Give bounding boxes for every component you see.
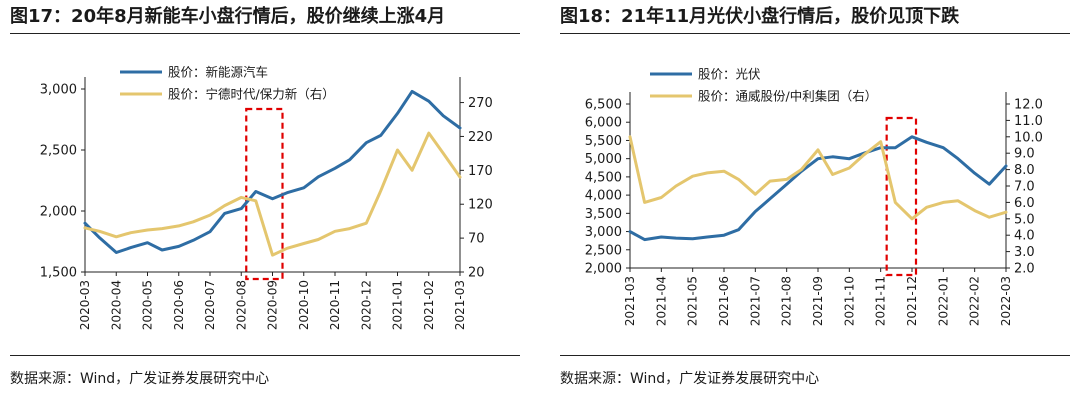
x-tick-label: 2021-06: [717, 276, 731, 326]
y-left-tick-label: 3,500: [585, 207, 622, 222]
x-tick-label: 2021-01: [391, 280, 405, 330]
x-tick-label: 2020-03: [78, 280, 92, 330]
x-tick-label: 2020-08: [234, 280, 248, 330]
x-tick-label: 2021-08: [780, 276, 794, 326]
x-tick-label: 2021-12: [905, 276, 919, 326]
chart-title: 图18：21年11月光伏小盘行情后，股价见顶下跌: [560, 6, 960, 27]
x-tick-label: 2021-07: [748, 276, 762, 326]
y-right-tick-label: 2.0: [1014, 262, 1035, 277]
title-rule: [10, 33, 520, 34]
x-tick-label: 2020-07: [203, 280, 217, 330]
y-left-tick-label: 4,000: [585, 189, 622, 204]
nev-line-chart: 1,500 2,000 2,500 3,000 20 70 120 170 220 270 2020…: [40, 65, 493, 331]
x-tick-label: 2021-10: [842, 276, 856, 326]
y-left-tick-label: 2,000: [585, 262, 622, 277]
source-rule: [560, 355, 1070, 356]
pv-line-chart: 2,000 2,500 3,000 3,500 4,000 4,500 5,000 5,500…: [585, 67, 1043, 327]
y-left-tick-label: 5,000: [585, 152, 622, 167]
y-right-tick-label: 12.0: [1014, 98, 1043, 113]
y-left-tick-label: 3,000: [40, 83, 77, 98]
source-note: 数据来源：Wind，广发证券发展研究中心: [10, 371, 270, 387]
x-tick-label: 2022-03: [999, 276, 1013, 326]
y-right-tick-label: 5.0: [1014, 212, 1035, 227]
series-line-index: [628, 135, 1008, 242]
x-tick-label: 2020-05: [141, 280, 155, 330]
y-right-tick-label: 3.0: [1014, 245, 1035, 260]
y-right-tick-label: 7.0: [1014, 180, 1035, 195]
y-left-tick-label: 3,000: [585, 225, 622, 240]
series-line-stock: [83, 131, 462, 257]
y-right-tick-label: 8.0: [1014, 163, 1035, 178]
highlight-box: [885, 116, 918, 277]
x-tick-label: 2020-09: [266, 280, 280, 330]
x-tick-label: 2022-01: [936, 276, 950, 326]
y-right-tick-label: 4.0: [1014, 229, 1035, 244]
x-tick-label: 2020-10: [297, 280, 311, 330]
x-tick-label: 2020-04: [109, 280, 123, 330]
y-left-tick-label: 2,500: [40, 144, 77, 159]
y-left-tick-label: 2,000: [40, 205, 77, 220]
x-tick-label: 2021-09: [811, 276, 825, 326]
x-tick-label: 2021-02: [422, 280, 436, 330]
x-tick-label: 2021-03: [623, 276, 637, 326]
x-tick-label: 2020-12: [359, 280, 373, 330]
y-right-tick-label: 20: [468, 266, 485, 281]
y-right-tick-label: 6.0: [1014, 196, 1035, 211]
x-tick-label: 2022-02: [968, 276, 982, 326]
y-left-tick-label: 1,500: [40, 266, 77, 281]
source-rule: [10, 355, 520, 356]
y-left-tick-label: 2,500: [585, 243, 622, 258]
x-tick-label: 2021-05: [686, 276, 700, 326]
y-right-tick-label: 170: [468, 164, 493, 179]
x-tick-label: 2020-11: [328, 280, 342, 330]
y-right-tick-label: 9.0: [1014, 147, 1035, 162]
y-left-tick-label: 6,000: [585, 116, 622, 131]
x-tick-label: 2021-04: [654, 276, 668, 326]
y-right-tick-label: 11.0: [1014, 114, 1043, 129]
y-right-tick-label: 10.0: [1014, 130, 1043, 145]
x-tick-label: 2020-06: [172, 280, 186, 330]
y-right-tick-label: 70: [468, 232, 485, 247]
source-note: 数据来源：Wind，广发证券发展研究中心: [560, 371, 820, 387]
legend-label: 股价：通威股份/中利集团（右）: [698, 89, 877, 104]
legend-label: 股价：宁德时代/保力新（右）: [168, 87, 335, 102]
y-left-tick-label: 4,500: [585, 170, 622, 185]
x-tick-label: 2021-11: [874, 276, 888, 326]
chart-title: 图17：20年8月新能车小盘行情后，股价继续上涨4月: [10, 6, 446, 27]
x-tick-label: 2021-03: [453, 280, 467, 330]
y-right-tick-label: 220: [468, 130, 493, 145]
y-left-tick-label: 6,500: [585, 98, 622, 113]
legend-label: 股价：光伏: [698, 67, 761, 82]
series-line-stock: [628, 135, 1008, 221]
series-line-index: [83, 89, 462, 254]
y-left-tick-label: 5,500: [585, 134, 622, 149]
chart-panel-pv: 图18：21年11月光伏小盘行情后，股价见顶下跌 2,000 2,500 3,000…: [560, 0, 1080, 401]
title-rule: [560, 33, 1070, 34]
y-right-tick-label: 120: [468, 198, 493, 213]
chart-panel-nev: 图17：20年8月新能车小盘行情后，股价继续上涨4月 1,500 2,000 2,5…: [10, 0, 530, 401]
legend-label: 股价：新能源汽车: [168, 65, 268, 80]
y-right-tick-label: 270: [468, 96, 493, 111]
